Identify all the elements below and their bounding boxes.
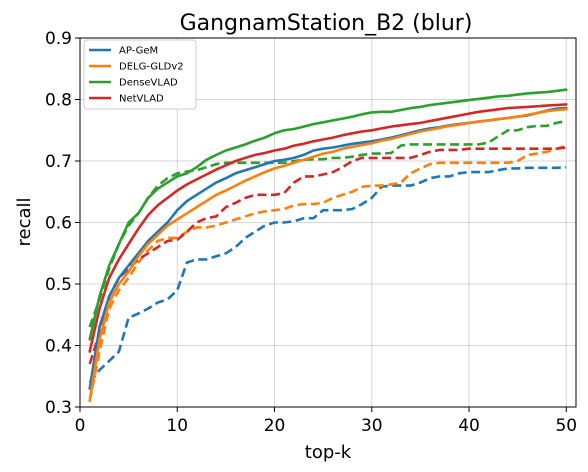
legend-label: DenseVLAD <box>119 78 178 89</box>
legend-label: DELG-GLDv2 <box>119 62 184 73</box>
series-line-series-5-dashed <box>88 144 567 402</box>
chart-title: GangnamStation_B2 (blur) <box>180 11 473 36</box>
legend-box <box>83 39 197 110</box>
x-tick-label: 20 <box>264 416 286 436</box>
y-tick-label: 0.9 <box>45 29 72 49</box>
series-line-series-4-dashed <box>88 165 567 384</box>
x-ticks: 0 10 20 30 40 50 <box>75 407 577 436</box>
legend: AP-GeM DELG-GLDv2 DenseVLAD NetVLAD <box>83 39 197 110</box>
y-axis-label: recall <box>14 197 35 246</box>
x-tick-label: 40 <box>458 416 480 436</box>
x-tick-label: 30 <box>361 416 383 436</box>
legend-label: AP-GeM <box>119 46 158 57</box>
series-line-series-7-dashed <box>88 146 567 365</box>
y-tick-label: 0.4 <box>45 337 72 357</box>
y-ticks: 0.3 0.4 0.5 0.6 0.7 0.8 0.9 <box>45 29 80 418</box>
series-line-densevlad <box>88 88 568 341</box>
y-tick-label: 0.5 <box>45 275 72 295</box>
y-tick-label: 0.8 <box>45 91 72 111</box>
x-tick-label: 50 <box>555 416 577 436</box>
series-line-delg-gldv2 <box>88 108 568 403</box>
plot-lines <box>88 88 568 403</box>
x-tick-label: 0 <box>75 416 86 436</box>
y-tick-label: 0.7 <box>45 152 72 172</box>
legend-label: NetVLAD <box>119 94 164 105</box>
y-tick-label: 0.3 <box>45 398 72 418</box>
series-line-netvlad <box>88 103 568 353</box>
y-tick-label: 0.6 <box>45 214 72 234</box>
x-tick-label: 10 <box>166 416 188 436</box>
x-axis-label: top-k <box>305 442 352 463</box>
